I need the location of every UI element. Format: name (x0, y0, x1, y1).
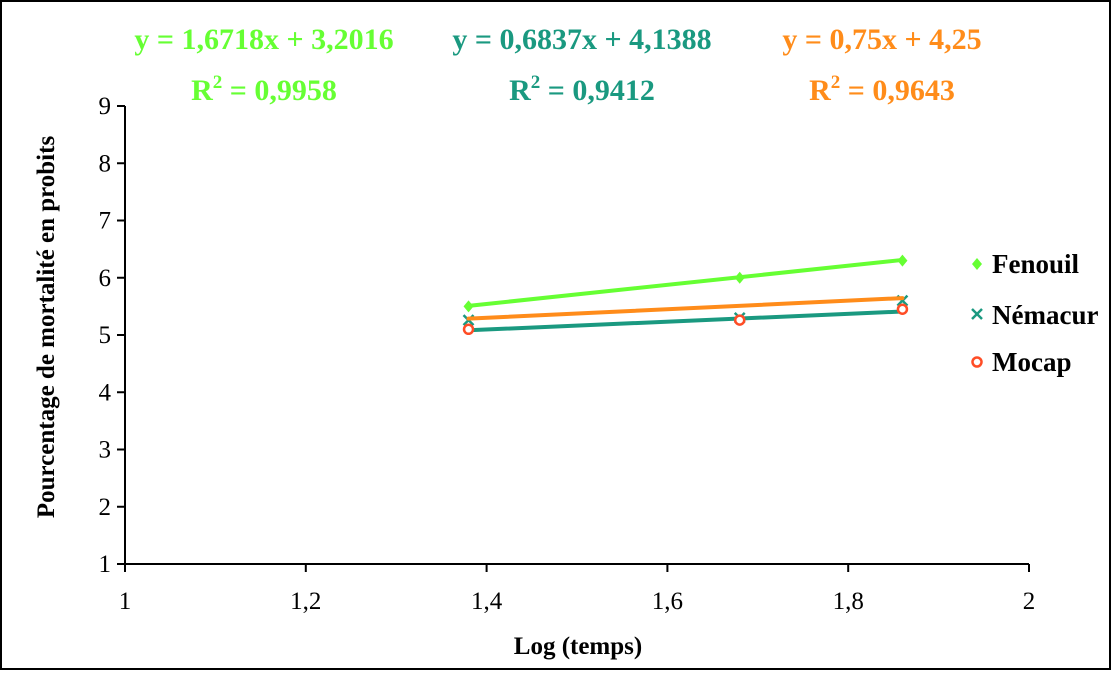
r2-mocap-sup: 2 (831, 72, 841, 93)
legend-item-nemacur: Némacur (971, 300, 1098, 330)
y-tick-label: 1 (99, 551, 112, 578)
data-point-fenouil (734, 271, 745, 284)
r2-fenouil-r: R (191, 74, 213, 107)
x-axis-title: Log (temps) (514, 633, 642, 660)
x-tick-label: 1,4 (471, 588, 503, 615)
legend: Fenouil Némacur Mocap (971, 249, 1098, 377)
trendline-nemacur (466, 309, 905, 333)
legend-marker-nemacur (971, 308, 983, 320)
trendline-mocap (466, 296, 905, 321)
x-tick-label: 1,2 (290, 588, 321, 615)
legend-label-mocap: Mocap (992, 347, 1071, 377)
trendline-fenouil (466, 257, 905, 308)
y-tick-label: 3 (99, 437, 112, 464)
y-tick-label: 8 (99, 150, 112, 177)
r2-fenouil-sup: 2 (213, 72, 223, 93)
r2-nemacur-value: = 0,9412 (540, 74, 655, 107)
r2-nemacur-r: R (509, 74, 531, 107)
data-point-mocap (896, 303, 909, 315)
x-tick-label: 1,8 (833, 588, 864, 615)
y-ticks: 1 2 3 4 5 6 7 8 9 (99, 93, 125, 578)
equation-mocap: y = 0,75x + 4,25 (782, 23, 981, 56)
legend-marker-mocap (971, 356, 983, 368)
r2-fenouil-value: = 0,9958 (222, 74, 337, 107)
legend-label-fenouil: Fenouil (992, 249, 1080, 279)
x-tick-label: 1,6 (652, 588, 683, 615)
series-mocap (462, 296, 909, 336)
x-tick-label: 2 (1023, 588, 1036, 615)
r2-mocap-r: R (809, 74, 831, 107)
equation-nemacur: y = 0,6837x + 4,1388 (452, 23, 711, 56)
data-point-mocap (462, 323, 475, 336)
series-layer (462, 254, 909, 336)
y-tick-label: 7 (99, 208, 112, 235)
data-point-mocap (733, 314, 746, 326)
legend-label-nemacur: Némacur (992, 300, 1098, 330)
y-tick-label: 5 (99, 322, 112, 349)
x-tick-label: 1 (119, 588, 132, 615)
r2-nemacur-sup: 2 (531, 72, 541, 93)
equations: y = 1,6718x + 3,2016 R2 = 0,9958 y = 0,6… (134, 23, 981, 107)
data-point-fenouil (897, 254, 908, 267)
legend-marker-fenouil (972, 258, 982, 270)
y-tick-label: 9 (99, 93, 112, 120)
r2-nemacur-label: R2 = 0,9412 (509, 72, 655, 107)
legend-item-mocap: Mocap (971, 347, 1071, 377)
equation-fenouil: y = 1,6718x + 3,2016 (134, 23, 393, 56)
series-fenouil (463, 254, 908, 313)
x-ticks: 1 1,2 1,4 1,6 1,8 2 (119, 564, 1036, 615)
y-axis-title: Pourcentage de mortalité en probits (33, 136, 60, 519)
y-tick-label: 4 (99, 379, 112, 406)
y-tick-label: 6 (99, 265, 112, 292)
r2-mocap-label: R2 = 0,9643 (809, 72, 955, 107)
r2-fenouil-label: R2 = 0,9958 (191, 72, 337, 107)
legend-item-fenouil: Fenouil (972, 249, 1080, 279)
data-point-fenouil (463, 300, 474, 313)
data-point-stroke (896, 294, 909, 307)
r2-mocap-value: = 0,9643 (840, 74, 955, 107)
y-tick-label: 2 (99, 494, 112, 521)
